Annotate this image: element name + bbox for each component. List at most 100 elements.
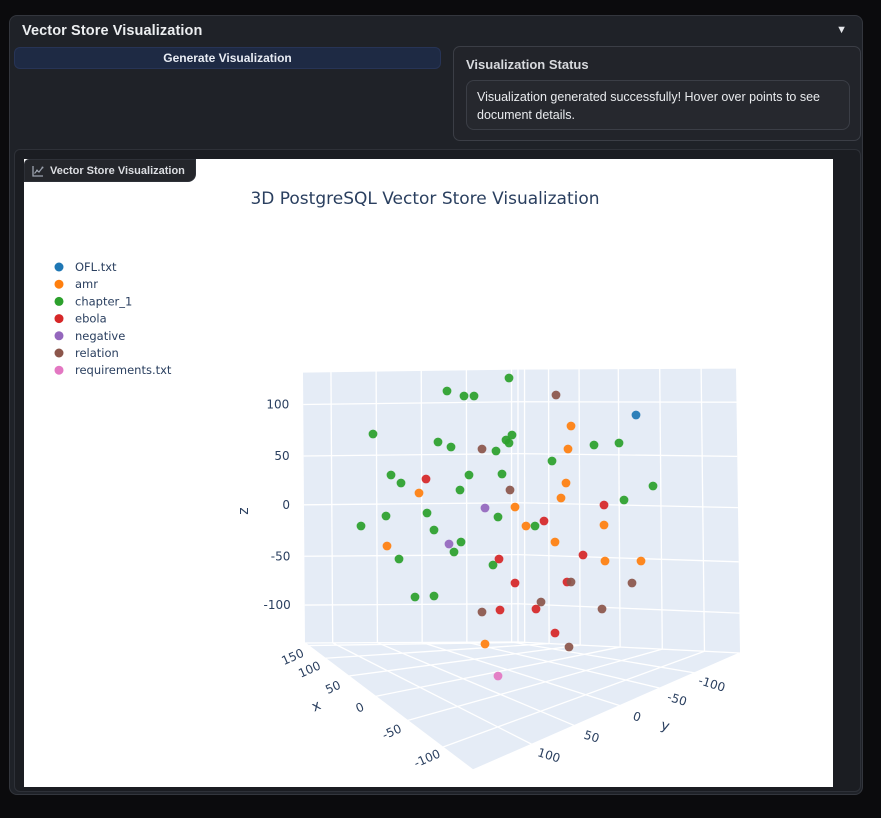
scatter-point[interactable] (488, 560, 498, 570)
scatter-point[interactable] (599, 520, 609, 530)
scatter-point[interactable] (449, 547, 459, 557)
scatter-point[interactable] (422, 508, 432, 518)
y-tick-label: 100 (536, 745, 562, 765)
scatter-point[interactable] (464, 470, 474, 480)
scatter-point[interactable] (494, 554, 504, 564)
collapse-arrow-icon[interactable]: ▼ (836, 24, 847, 36)
x-tick-label: 50 (323, 678, 343, 697)
scatter-point[interactable] (429, 591, 439, 601)
scatter-point[interactable] (510, 578, 520, 588)
scatter-point[interactable] (539, 516, 549, 526)
scatter-point[interactable] (480, 503, 490, 513)
scatter-point[interactable] (627, 578, 637, 588)
legend-marker (54, 314, 64, 324)
scatter-point[interactable] (504, 438, 514, 448)
x-axis-title: x (309, 697, 323, 715)
scatter-point[interactable] (368, 429, 378, 439)
accordion-header[interactable]: Vector Store Visualization ▼ (10, 16, 862, 46)
scatter-point[interactable] (396, 478, 406, 488)
scatter-point[interactable] (561, 478, 571, 488)
y-tick-label: 0 (631, 709, 642, 725)
legend-label: ebola (75, 312, 107, 326)
scatter-point[interactable] (566, 421, 576, 431)
legend-label: OFL.txt (75, 260, 117, 274)
scatter-point[interactable] (648, 481, 658, 491)
grid-line (578, 368, 581, 646)
scatter-point[interactable] (444, 539, 454, 549)
scatter-point[interactable] (429, 525, 439, 535)
scatter-point[interactable] (497, 469, 507, 479)
scatter-point[interactable] (556, 493, 566, 503)
grid-line (420, 370, 423, 643)
scatter-point[interactable] (530, 521, 540, 531)
grid-line (377, 642, 575, 727)
scatter-point[interactable] (505, 485, 515, 495)
scatter-point[interactable] (589, 440, 599, 450)
scatter-point[interactable] (636, 556, 646, 566)
grid-line (472, 652, 741, 771)
status-textbox[interactable]: Visualization generated successfully! Ho… (466, 80, 850, 130)
status-group: Visualization Status Visualization gener… (453, 46, 861, 141)
scatter-point[interactable] (566, 577, 576, 587)
scatter-point[interactable] (614, 438, 624, 448)
scatter-point[interactable] (551, 390, 561, 400)
chart-icon (32, 165, 44, 177)
scatter-point[interactable] (480, 639, 490, 649)
scatter-point[interactable] (491, 446, 501, 456)
scatter-point[interactable] (521, 521, 531, 531)
grid-line (517, 603, 740, 614)
legend-marker (54, 262, 64, 272)
scatter-point[interactable] (381, 511, 391, 521)
grid-line (700, 368, 706, 652)
generate-visualization-button[interactable]: Generate Visualization (14, 47, 441, 69)
scatter-point[interactable] (493, 671, 503, 681)
scatter-point[interactable] (456, 537, 466, 547)
scatter-point[interactable] (356, 521, 366, 531)
grid-line (375, 370, 379, 643)
scatter-point[interactable] (504, 373, 514, 383)
scatter-point[interactable] (382, 541, 392, 551)
legend-label: amr (75, 277, 98, 291)
scatter-point[interactable] (507, 430, 517, 440)
z-tick-label: -50 (271, 549, 291, 563)
scatter-point[interactable] (410, 592, 420, 602)
scatter-point[interactable] (477, 607, 487, 617)
scatter-point[interactable] (394, 554, 404, 564)
scatter-point[interactable] (414, 488, 424, 498)
scatter-point[interactable] (493, 512, 503, 522)
scatter-point[interactable] (547, 456, 557, 466)
scatter-point[interactable] (619, 495, 629, 505)
scatter-point[interactable] (597, 604, 607, 614)
scatter-point[interactable] (536, 597, 546, 607)
scatter-point[interactable] (578, 550, 588, 560)
scatter-point[interactable] (455, 485, 465, 495)
scatter-point[interactable] (442, 386, 452, 396)
legend-marker (54, 348, 64, 358)
grid-line (304, 553, 519, 557)
scatter-point[interactable] (433, 437, 443, 447)
scatter-point[interactable] (600, 556, 610, 566)
scatter-point[interactable] (550, 628, 560, 638)
x-tick-label: 0 (354, 700, 367, 716)
grid-line (659, 368, 663, 650)
grid-line (303, 502, 519, 506)
grid-line (421, 641, 621, 707)
scatter-point[interactable] (550, 537, 560, 547)
scatter-point[interactable] (631, 410, 641, 420)
scatter-point[interactable] (421, 474, 431, 484)
scatter-point[interactable] (477, 444, 487, 454)
plot-pane-floor (305, 642, 740, 770)
scatter-point[interactable] (531, 604, 541, 614)
grid-line (617, 368, 621, 648)
scatter-point[interactable] (564, 642, 574, 652)
3d-scatter-plot[interactable]: 3D PostgreSQL Vector Store Visualization… (24, 159, 833, 787)
scatter-point[interactable] (510, 502, 520, 512)
grid-line (303, 452, 519, 457)
scatter-point[interactable] (599, 500, 609, 510)
scatter-point[interactable] (469, 391, 479, 401)
scatter-point[interactable] (386, 470, 396, 480)
scatter-point[interactable] (563, 444, 573, 454)
scatter-point[interactable] (495, 605, 505, 615)
scatter-point[interactable] (459, 391, 469, 401)
scatter-point[interactable] (446, 442, 456, 452)
